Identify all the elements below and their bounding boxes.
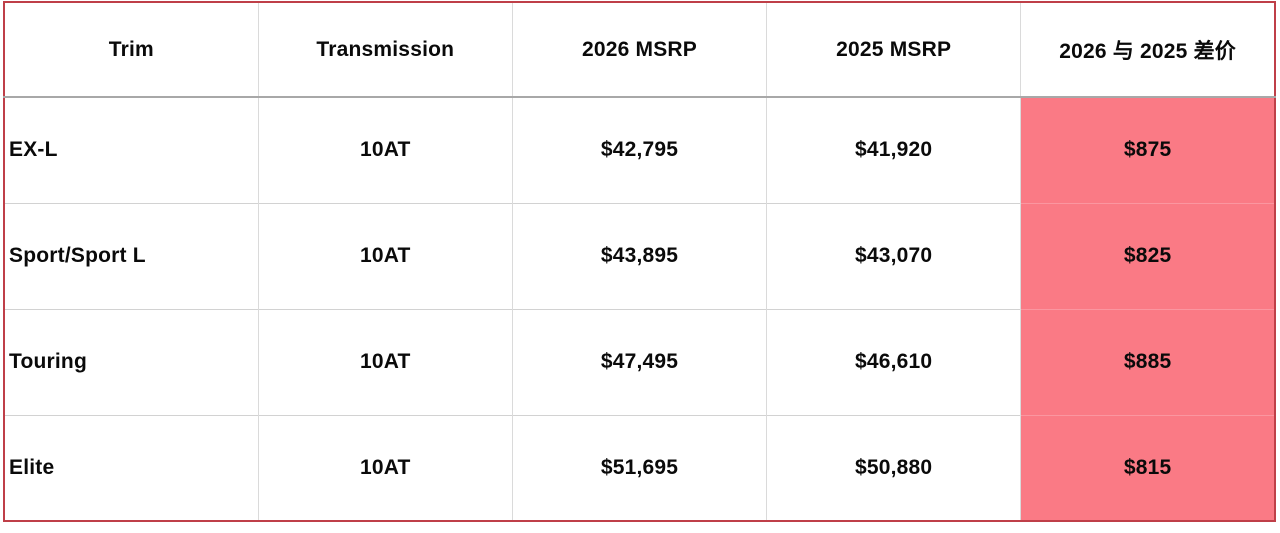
cell-transmission: 10AT: [257, 308, 513, 415]
header-cell-trim: Trim: [4, 2, 259, 98]
header-cell-2025-msrp: 2025 MSRP: [766, 2, 1021, 98]
cell-trim: Elite: [4, 414, 259, 521]
table-body: EX-L 10AT $42,795 $41,920 $875 Sport/Spo…: [4, 97, 1275, 521]
cell-trim: Sport/Sport L: [4, 202, 259, 309]
cell-2025-msrp: $41,920: [766, 97, 1021, 203]
cell-price-diff: $875: [1020, 97, 1275, 203]
header-row: Trim Transmission 2026 MSRP 2025 MSRP 20…: [4, 2, 1275, 98]
cell-2025-msrp: $46,610: [766, 308, 1021, 415]
msrp-comparison-table: Trim Transmission 2026 MSRP 2025 MSRP 20…: [3, 1, 1276, 522]
cell-price-diff: $815: [1020, 414, 1275, 521]
table-row-elite: Elite 10AT $51,695 $50,880 $815: [4, 414, 1275, 521]
cell-2026-msrp: $43,895: [511, 202, 767, 309]
cell-trim: EX-L: [9, 138, 58, 162]
table-row-touring: Touring 10AT $47,495 $46,610 $885: [4, 308, 1275, 415]
cell-2026-msrp: $47,495: [511, 308, 767, 415]
cell-transmission: 10AT: [257, 414, 513, 521]
cell-2026-msrp: $51,695: [511, 414, 767, 521]
cell-trim: Touring: [4, 308, 259, 415]
cell-2025-msrp: $50,880: [766, 414, 1021, 521]
header-cell-transmission: Transmission: [257, 2, 513, 98]
cell-2025-msrp: $43,070: [766, 202, 1021, 309]
cell-transmission: 10AT: [257, 97, 513, 203]
header-cell-2026-msrp: 2026 MSRP: [511, 2, 767, 98]
table-row-ex-l: EX-L 10AT $42,795 $41,920 $875: [4, 97, 1275, 203]
table-header: Trim Transmission 2026 MSRP 2025 MSRP 20…: [4, 2, 1275, 98]
cell-price-diff: $885: [1020, 308, 1275, 415]
price-table-container: Trim Transmission 2026 MSRP 2025 MSRP 20…: [3, 1, 1276, 522]
cell-2026-msrp: $42,795: [511, 97, 767, 203]
cell-price-diff: $825: [1020, 202, 1275, 309]
header-cell-price-diff: 2026 与 2025 差价: [1020, 2, 1275, 98]
cell-transmission: 10AT: [257, 202, 513, 309]
table-row-sport: Sport/Sport L 10AT $43,895 $43,070 $825: [4, 202, 1275, 309]
